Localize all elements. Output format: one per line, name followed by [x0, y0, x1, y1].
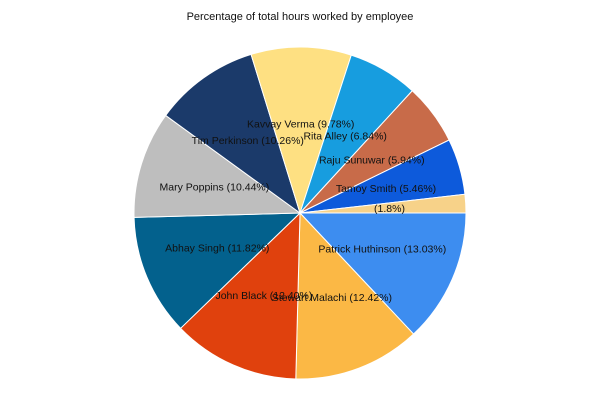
slice-label-6: Kavvay Verma (9.78%): [247, 118, 354, 130]
pie-slice-2: [179, 211, 301, 380]
slice-label-8: Raju Sunuwar (5.94%): [319, 154, 425, 166]
pie-slice-5: [164, 53, 301, 215]
slice-label-10: (1.8%): [374, 203, 405, 215]
pie-slice-3: [133, 212, 302, 330]
pie-slice-6: [250, 46, 352, 215]
slice-label-5: Tim Perkinson (10.26%): [192, 135, 304, 147]
pie-slice-4: [133, 114, 302, 218]
slice-label-7: Rita Alley (6.84%): [303, 131, 386, 143]
slice-label-1: Stewart Malachi (12.42%): [272, 292, 392, 304]
pie-slice-0: [298, 212, 467, 335]
pie-slice-1: [295, 211, 415, 380]
chart-title: Percentage of total hours worked by empl…: [186, 11, 414, 23]
slice-label-3: Abhay Singh (11.82%): [165, 243, 269, 255]
slice-label-2: John Black (12.40%): [215, 290, 312, 302]
pie-slice-10: [299, 193, 467, 214]
slice-label-9: Tamoy Smith (5.46%): [336, 183, 436, 195]
slice-label-0: Patrick Huthinson (13.03%): [318, 244, 446, 256]
slice-label-4: Mary Poppins (10.44%): [160, 181, 270, 193]
